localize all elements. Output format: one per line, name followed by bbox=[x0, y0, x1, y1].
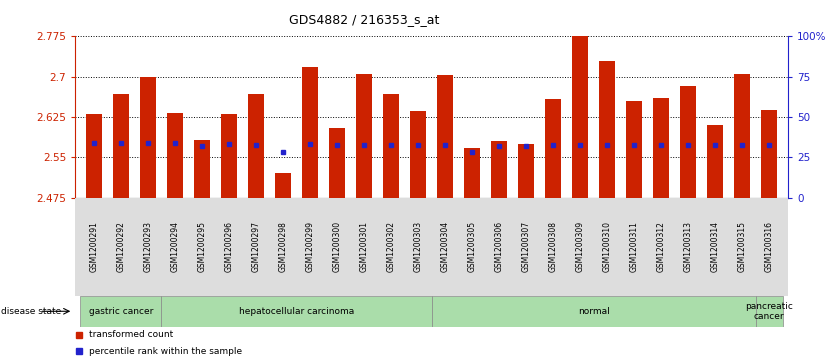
Text: GSM1200306: GSM1200306 bbox=[495, 221, 504, 272]
Text: GDS4882 / 216353_s_at: GDS4882 / 216353_s_at bbox=[289, 13, 440, 26]
Text: GSM1200301: GSM1200301 bbox=[359, 221, 369, 272]
Text: GSM1200299: GSM1200299 bbox=[305, 221, 314, 272]
Bar bbox=[248, 94, 264, 198]
Bar bbox=[193, 140, 210, 198]
Text: GSM1200295: GSM1200295 bbox=[198, 221, 207, 272]
Text: GSM1200309: GSM1200309 bbox=[575, 221, 585, 272]
Bar bbox=[572, 36, 588, 198]
Text: disease state: disease state bbox=[1, 307, 61, 316]
Bar bbox=[464, 148, 480, 198]
Bar bbox=[383, 94, 399, 198]
Text: GSM1200303: GSM1200303 bbox=[414, 221, 423, 272]
Bar bbox=[707, 125, 723, 198]
Bar bbox=[680, 86, 696, 198]
Bar bbox=[80, 296, 162, 327]
Bar bbox=[491, 141, 507, 198]
Text: hepatocellular carcinoma: hepatocellular carcinoma bbox=[239, 307, 354, 316]
Bar bbox=[599, 61, 615, 198]
Text: percentile rank within the sample: percentile rank within the sample bbox=[89, 347, 243, 356]
Text: GSM1200294: GSM1200294 bbox=[170, 221, 179, 272]
Bar bbox=[437, 75, 453, 198]
Bar bbox=[410, 111, 426, 198]
Text: GSM1200314: GSM1200314 bbox=[711, 221, 720, 272]
Bar bbox=[432, 296, 756, 327]
Bar bbox=[329, 128, 345, 198]
Text: normal: normal bbox=[578, 307, 610, 316]
Text: pancreatic
cancer: pancreatic cancer bbox=[746, 302, 793, 321]
Text: GSM1200296: GSM1200296 bbox=[224, 221, 234, 272]
Text: GSM1200302: GSM1200302 bbox=[387, 221, 395, 272]
Text: GSM1200311: GSM1200311 bbox=[630, 221, 639, 272]
Text: GSM1200312: GSM1200312 bbox=[656, 221, 666, 272]
Bar bbox=[756, 296, 783, 327]
Bar bbox=[86, 114, 102, 198]
Bar bbox=[167, 113, 183, 198]
Bar bbox=[734, 74, 751, 198]
Text: GSM1200298: GSM1200298 bbox=[279, 221, 288, 272]
Text: GSM1200307: GSM1200307 bbox=[521, 221, 530, 272]
Text: GSM1200304: GSM1200304 bbox=[440, 221, 450, 272]
Text: GSM1200293: GSM1200293 bbox=[143, 221, 153, 272]
Text: GSM1200297: GSM1200297 bbox=[252, 221, 260, 272]
Text: gastric cancer: gastric cancer bbox=[88, 307, 153, 316]
Bar bbox=[356, 74, 372, 198]
Bar bbox=[113, 94, 129, 198]
Text: GSM1200310: GSM1200310 bbox=[603, 221, 611, 272]
Bar bbox=[518, 144, 535, 198]
Text: GSM1200305: GSM1200305 bbox=[468, 221, 476, 272]
Bar bbox=[162, 296, 432, 327]
Bar bbox=[302, 67, 318, 198]
Bar bbox=[545, 99, 561, 198]
Bar bbox=[140, 77, 156, 198]
Text: GSM1200316: GSM1200316 bbox=[765, 221, 774, 272]
Text: GSM1200315: GSM1200315 bbox=[738, 221, 746, 272]
Bar bbox=[275, 172, 291, 198]
Text: GSM1200291: GSM1200291 bbox=[89, 221, 98, 272]
Text: GSM1200313: GSM1200313 bbox=[684, 221, 693, 272]
Text: GSM1200308: GSM1200308 bbox=[549, 221, 558, 272]
Bar bbox=[761, 110, 777, 198]
Text: GSM1200300: GSM1200300 bbox=[333, 221, 342, 272]
Bar bbox=[626, 101, 642, 198]
Bar bbox=[653, 98, 669, 198]
Text: GSM1200292: GSM1200292 bbox=[117, 221, 125, 272]
Text: transformed count: transformed count bbox=[89, 330, 173, 339]
Bar bbox=[221, 114, 237, 198]
